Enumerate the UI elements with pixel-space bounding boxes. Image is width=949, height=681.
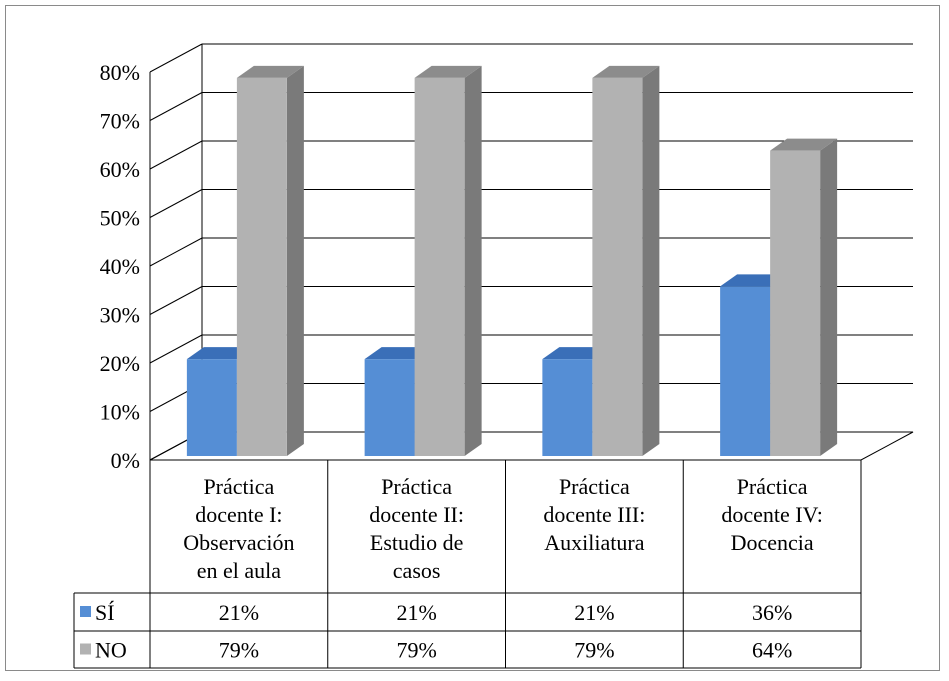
bar xyxy=(236,77,287,456)
legend-key xyxy=(80,643,91,655)
legend-label: NO xyxy=(95,638,127,663)
bar-side xyxy=(820,138,838,456)
bar xyxy=(720,286,771,456)
category-label: Estudio de xyxy=(370,530,464,555)
data-label: 79% xyxy=(219,638,259,663)
data-label: 79% xyxy=(574,638,614,663)
chart-frame: 0% 10% 20% 30% 40% 50% 60% 70% 80% Práctica docent… xyxy=(5,5,940,671)
category-label: docente IV: xyxy=(721,502,823,527)
category-label: Práctica xyxy=(203,474,274,499)
bar-side xyxy=(286,65,304,456)
category-label: Auxiliatura xyxy=(544,530,644,555)
bar xyxy=(364,359,415,456)
data-label: 21% xyxy=(396,600,436,625)
y-tick-label: 20% xyxy=(100,351,140,376)
gridline-wall xyxy=(149,237,203,267)
bar xyxy=(186,359,237,456)
y-tick-label: 70% xyxy=(100,109,140,134)
y-tick-label: 40% xyxy=(100,254,140,279)
data-label: 79% xyxy=(396,638,436,663)
gridline-wall xyxy=(149,334,203,364)
y-tick-label: 30% xyxy=(100,303,140,328)
y-tick-label: 60% xyxy=(100,157,140,182)
category-label: en el aula xyxy=(197,558,282,583)
category-label: docente I: xyxy=(195,502,282,527)
category-label: Práctica xyxy=(559,474,630,499)
bar xyxy=(414,77,465,456)
y-tick-label: 10% xyxy=(100,400,140,425)
bar-side xyxy=(642,65,660,456)
category-label: docente III: xyxy=(543,502,645,527)
bar-top xyxy=(236,65,304,78)
category-label: casos xyxy=(393,558,441,583)
bar-chart: 0% 10% 20% 30% 40% 50% 60% 70% 80% Práctica docent… xyxy=(73,43,914,669)
legend-label: SÍ xyxy=(95,600,115,625)
chart-floor xyxy=(149,431,914,461)
bar xyxy=(592,77,643,456)
legend-key xyxy=(80,606,91,617)
y-tick-label: 0% xyxy=(111,448,140,473)
data-label: 36% xyxy=(752,600,792,625)
gridline-wall xyxy=(149,189,203,218)
data-label: 21% xyxy=(574,600,614,625)
gridline-wall xyxy=(149,43,203,73)
y-tick-label: 80% xyxy=(100,60,140,85)
category-label: Práctica xyxy=(737,474,808,499)
bar-top xyxy=(770,138,838,151)
category-label: Práctica xyxy=(381,474,452,499)
gridline-wall xyxy=(149,286,203,315)
category-label: Observación xyxy=(183,530,294,555)
bar-top xyxy=(414,65,482,78)
category-label: Docencia xyxy=(731,530,814,555)
bar-side xyxy=(464,65,482,456)
bar xyxy=(542,359,593,456)
data-label: 64% xyxy=(752,638,792,663)
data-label: 21% xyxy=(219,600,259,625)
bar xyxy=(770,150,821,456)
category-label: docente II: xyxy=(369,502,464,527)
gridline-wall xyxy=(149,140,203,170)
gridline-wall xyxy=(149,92,203,121)
bar-top xyxy=(592,65,660,78)
y-tick-label: 50% xyxy=(100,206,140,231)
